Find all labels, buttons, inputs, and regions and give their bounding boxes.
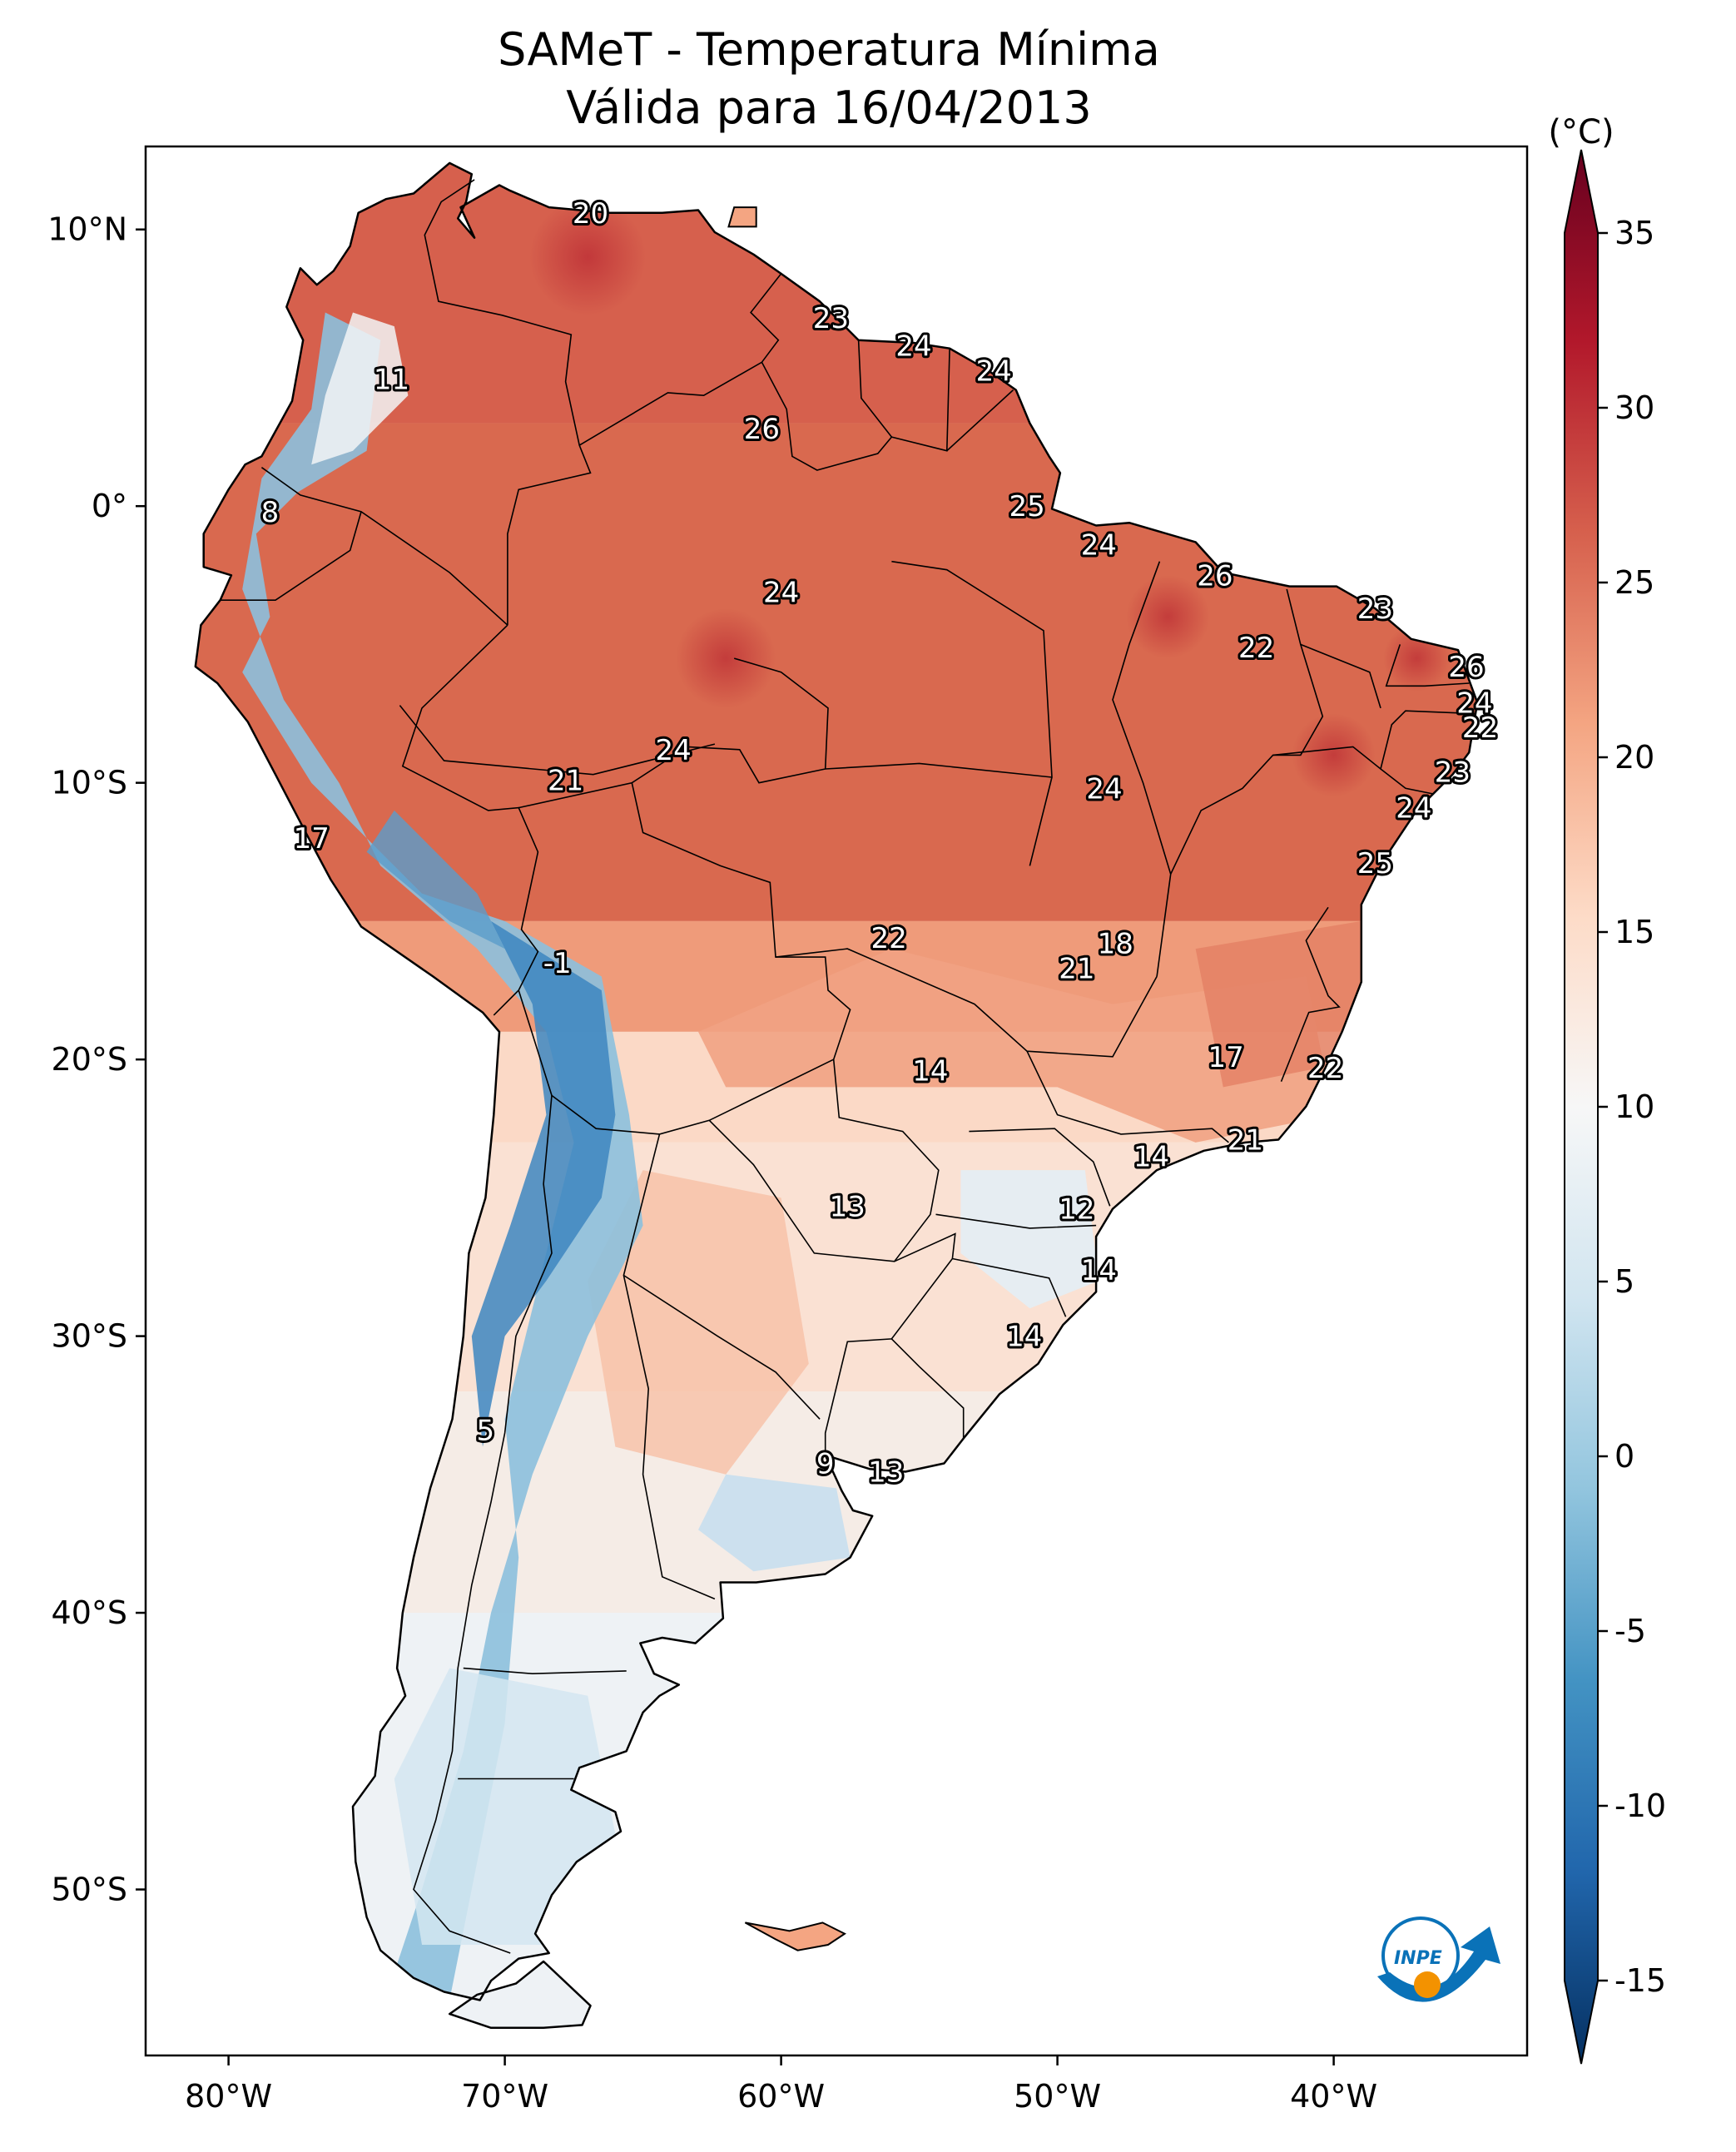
colorbar-tick-label: 25 <box>1614 564 1654 601</box>
temperature-value-label: 23 <box>813 302 849 335</box>
temperature-value-label: 25 <box>1009 490 1044 523</box>
temperature-value-label: 21 <box>548 764 583 797</box>
temperature-value-label: 17 <box>1208 1041 1243 1074</box>
temperature-value-label: 22 <box>1462 712 1498 745</box>
temperature-value-label: 20 <box>573 197 608 231</box>
map-title-line2: Válida para 16/04/2013 <box>566 82 1091 134</box>
temperature-value-label: 26 <box>1197 559 1233 593</box>
temperature-value-label: 12 <box>1059 1193 1094 1227</box>
temperature-value-label: 5 <box>477 1415 495 1448</box>
lat-tick-label: 30°S <box>52 1318 127 1355</box>
lat-tick-label: 20°S <box>52 1041 127 1078</box>
temperature-value-label: 24 <box>1081 529 1117 563</box>
colorbar-tick-label: 20 <box>1614 739 1654 776</box>
temperature-value-label: 18 <box>1098 927 1133 960</box>
temperature-value-label: 8 <box>261 496 280 529</box>
colorbar-tick-label: 30 <box>1614 389 1654 426</box>
temperature-value-label: 24 <box>895 330 931 363</box>
temperature-value-label: 23 <box>1435 756 1471 789</box>
temperature-value-label: 22 <box>870 922 906 955</box>
lat-tick-label: 50°S <box>52 1872 127 1908</box>
lat-tick-label: 40°S <box>52 1594 127 1631</box>
lon-tick-label: 50°W <box>1014 2078 1101 2115</box>
colorbar-scale <box>1564 149 1599 2065</box>
temperature-value-label: 25 <box>1357 847 1393 880</box>
lon-tick-label: 40°W <box>1290 2078 1377 2115</box>
temperature-value-label: 24 <box>655 734 691 767</box>
temperature-value-label: -1 <box>543 947 572 980</box>
temperature-value-label: 17 <box>294 822 330 855</box>
latitude-axis: 10°N 0° 10°S 20°S 30°S 40°S 50°S <box>47 211 146 1908</box>
political-borders <box>220 179 1475 1954</box>
temperature-value-label: 22 <box>1238 632 1274 665</box>
colorbar-tick-label: 0 <box>1614 1438 1634 1475</box>
temperature-value-label: 14 <box>1006 1321 1042 1354</box>
colorbar-unit: (°C) <box>1548 113 1614 151</box>
colorbar-tick-label: -15 <box>1614 1962 1666 1999</box>
lat-tick-label: 10°N <box>47 211 127 248</box>
colorbar-tick-label: -5 <box>1614 1613 1646 1649</box>
map-title-line1: SAMeT - Temperatura Mínima <box>498 23 1160 76</box>
lat-tick-label: 10°S <box>52 765 127 801</box>
colorbar-tick-label: 35 <box>1614 215 1654 251</box>
lon-tick-label: 80°W <box>185 2078 272 2115</box>
temperature-value-label: 21 <box>1228 1124 1263 1158</box>
temperature-value-label: 24 <box>763 576 799 609</box>
temperature-value-label: 24 <box>1086 772 1122 806</box>
temperature-value-label: 13 <box>868 1456 904 1490</box>
islands <box>727 206 846 1951</box>
temperature-value-label: 14 <box>1081 1254 1117 1287</box>
temperature-value-label: 14 <box>912 1054 948 1088</box>
colorbar-tick-label: 5 <box>1614 1263 1634 1300</box>
colorbar-tick-label: 10 <box>1614 1088 1654 1125</box>
temperature-value-label: 24 <box>1456 687 1492 720</box>
temperature-value-label: 26 <box>1448 651 1484 684</box>
longitude-axis: 80°W 70°W 60°W 50°W 40°W <box>185 2055 1377 2115</box>
temperature-value-label: 13 <box>830 1190 866 1223</box>
temperature-value-label: 26 <box>744 413 780 446</box>
logo-text: INPE <box>1394 1948 1442 1969</box>
temperature-value-label: 23 <box>1357 593 1393 626</box>
temperature-value-label: 22 <box>1307 1052 1343 1085</box>
temperature-value-label: 9 <box>816 1448 835 1481</box>
temperature-value-label: 11 <box>374 363 409 396</box>
coastline <box>194 161 1479 2030</box>
colorbar-tick-label: -10 <box>1614 1788 1666 1824</box>
lat-tick-label: 0° <box>92 488 127 524</box>
lon-tick-label: 70°W <box>461 2078 548 2115</box>
temperature-value-label: 24 <box>1396 792 1431 826</box>
temperature-value-label: 24 <box>976 355 1012 388</box>
inpe-logo: INPE <box>1377 1916 1500 2002</box>
lon-tick-label: 60°W <box>737 2078 825 2115</box>
temperature-value-label: 14 <box>1133 1140 1169 1173</box>
colorbar-tick-label: 15 <box>1614 914 1654 950</box>
temperature-value-label: 21 <box>1059 952 1094 985</box>
colorbar: (°C) 35 30 25 20 15 10 5 0 -5 -10 -15 <box>1548 113 1666 2065</box>
